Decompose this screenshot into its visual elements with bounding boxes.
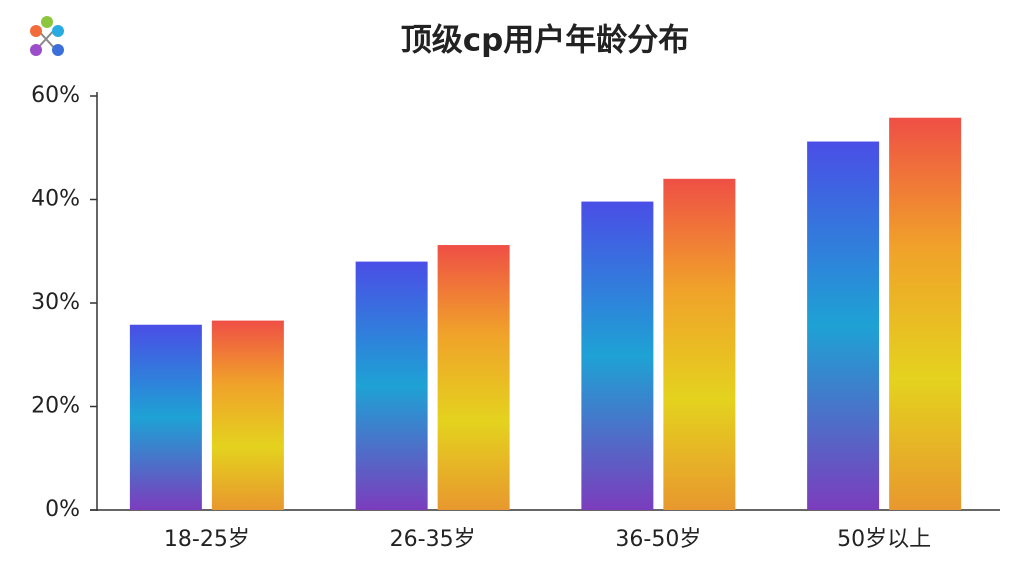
bar (889, 117, 962, 511)
bar (129, 324, 202, 510)
bar (807, 141, 880, 511)
chart-title: 顶级cp用户年龄分布 (401, 23, 690, 59)
x-tick-label: 50岁以上 (837, 527, 931, 552)
bar (437, 245, 510, 511)
x-tick-label: 18-25岁 (164, 527, 250, 552)
y-tick-label: 30% (31, 290, 80, 315)
logo (30, 16, 64, 56)
x-tick-label: 26-35岁 (390, 527, 476, 552)
y-tick-label: 20% (31, 394, 80, 419)
x-tick-label: 36-50岁 (615, 527, 701, 552)
y-tick-label: 60% (31, 83, 80, 108)
bar (663, 178, 736, 511)
y-tick-label: 40% (31, 187, 80, 212)
bar (355, 261, 428, 510)
bar (211, 320, 284, 510)
bar (581, 201, 654, 510)
y-tick-label: 0% (45, 497, 80, 522)
